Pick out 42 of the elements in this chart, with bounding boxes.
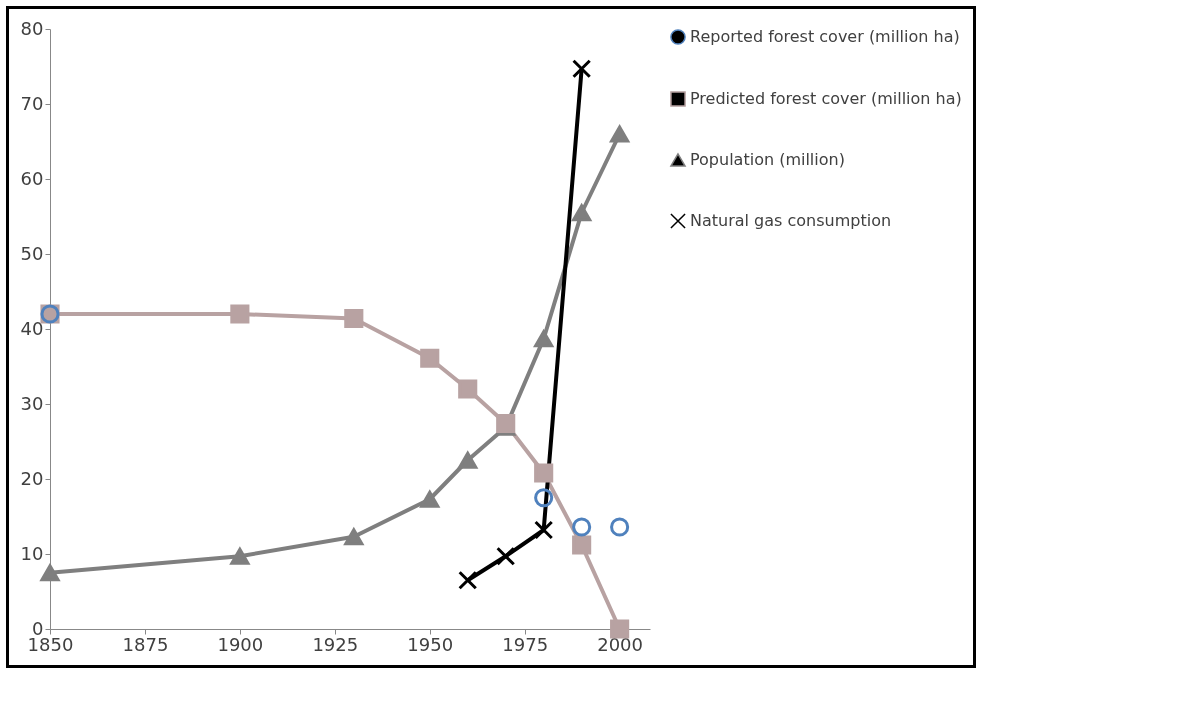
point xyxy=(534,330,554,348)
y-tick-label: 0 xyxy=(32,617,44,639)
point xyxy=(534,520,554,540)
y-tick-label: 40 xyxy=(20,317,44,339)
point xyxy=(458,451,478,469)
legend-label: Natural gas consumption xyxy=(690,211,892,230)
x-tick-label: 1925 xyxy=(312,633,359,655)
legend-label: Predicted forest cover (million ha) xyxy=(690,89,962,108)
y-tick-label: 30 xyxy=(20,392,44,414)
x-tick-label: 1975 xyxy=(502,633,549,655)
point xyxy=(420,348,440,368)
point xyxy=(458,570,478,590)
point xyxy=(572,59,592,79)
point xyxy=(496,413,516,434)
point xyxy=(230,547,250,565)
point xyxy=(534,488,554,508)
point xyxy=(610,125,630,143)
point xyxy=(496,546,516,566)
point xyxy=(40,564,60,582)
point xyxy=(344,528,364,546)
point xyxy=(610,619,630,639)
x-tick-label: 1950 xyxy=(407,633,454,655)
x-tick-label: 1875 xyxy=(122,633,169,655)
legend-label: Reported forest cover (million ha) xyxy=(690,27,960,46)
point xyxy=(458,379,478,399)
legend-label: Population (million) xyxy=(690,150,845,169)
y-tick-label: 70 xyxy=(20,92,44,114)
point xyxy=(572,535,592,555)
y-tick-label: 50 xyxy=(20,242,44,264)
point xyxy=(534,463,554,483)
y-tick-label: 20 xyxy=(20,467,44,489)
point xyxy=(420,490,440,508)
point xyxy=(230,304,250,324)
point xyxy=(610,517,630,537)
y-tick-label: 10 xyxy=(20,542,44,564)
point xyxy=(572,204,592,222)
y-tick-label: 80 xyxy=(20,17,44,39)
x-tick-label: 2000 xyxy=(597,633,644,655)
x-tick-label: 1900 xyxy=(217,633,264,655)
point xyxy=(344,308,364,329)
point xyxy=(572,517,592,537)
y-tick-label: 60 xyxy=(20,167,44,189)
